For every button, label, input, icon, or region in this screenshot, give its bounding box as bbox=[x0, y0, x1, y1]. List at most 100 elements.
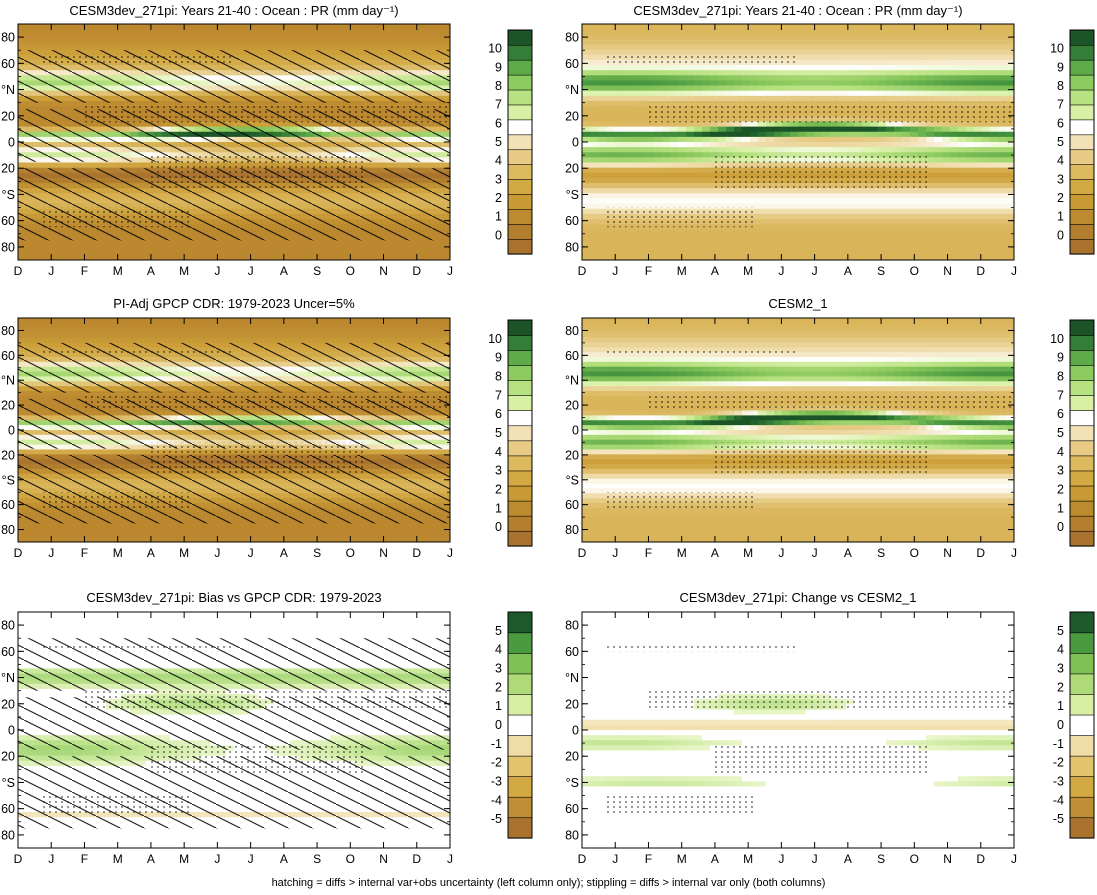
colorbar-cell bbox=[1069, 470, 1095, 487]
y-tick-label: 60 bbox=[565, 645, 579, 659]
y-tick-label: 80 bbox=[1, 828, 15, 842]
x-tick-label: J bbox=[778, 546, 784, 560]
colorbar-label: 1 bbox=[1057, 210, 1064, 224]
colorbar-label: -3 bbox=[1053, 775, 1064, 789]
y-tick-label: 0 bbox=[572, 424, 579, 438]
x-tick-label: D bbox=[578, 264, 587, 278]
colorbar-label: 10 bbox=[1050, 332, 1064, 346]
colorbar-label: 6 bbox=[1057, 407, 1064, 421]
panel-title: CESM3dev_271pi: Years 21-40 : Ocean : PR… bbox=[69, 3, 398, 18]
x-tick-label: J bbox=[1011, 546, 1017, 560]
y-tick-label: 60 bbox=[565, 57, 579, 71]
panel-3: PI-Adj GPCP CDR: 1979-2023 Uncer=5%8060°… bbox=[1, 296, 533, 560]
colorbar-label: -5 bbox=[491, 812, 502, 826]
x-tick-label: A bbox=[280, 852, 288, 866]
significance-overlay bbox=[18, 50, 450, 241]
x-tick-label: A bbox=[844, 264, 852, 278]
colorbar-cell bbox=[507, 395, 533, 411]
colorbar-cell bbox=[1069, 59, 1095, 76]
colorbar-label: 4 bbox=[1057, 643, 1064, 657]
colorbar-cell bbox=[1069, 530, 1095, 547]
x-tick-label: D bbox=[412, 546, 421, 560]
y-tick-label: 60 bbox=[1, 645, 15, 659]
y-tick-label: 60 bbox=[565, 349, 579, 363]
colorbar-label: 5 bbox=[1057, 426, 1064, 440]
x-tick-label: A bbox=[280, 546, 288, 560]
x-tick-label: J bbox=[214, 264, 220, 278]
colorbar-label: 3 bbox=[495, 662, 502, 676]
colorbar-cell bbox=[507, 425, 533, 442]
y-tick-label: 0 bbox=[572, 724, 579, 738]
colorbar-label: 1 bbox=[495, 699, 502, 713]
colorbar-label: 0 bbox=[1057, 228, 1064, 242]
colorbar-cell bbox=[507, 485, 533, 502]
x-tick-label: S bbox=[313, 546, 321, 560]
colorbar-cell bbox=[1069, 796, 1095, 819]
colorbar-cell bbox=[507, 796, 533, 819]
y-tick-label: °N bbox=[1, 374, 15, 388]
x-tick-label: D bbox=[14, 852, 23, 866]
colorbar-label: 5 bbox=[1057, 624, 1064, 638]
colorbar-label: -1 bbox=[1053, 737, 1064, 751]
colorbar-label: -4 bbox=[491, 793, 502, 807]
colorbar-label: 10 bbox=[1050, 42, 1064, 56]
x-tick-label: J bbox=[812, 546, 818, 560]
x-tick-label: A bbox=[147, 546, 155, 560]
colorbar-label: 4 bbox=[495, 445, 502, 459]
colorbar-cell bbox=[507, 817, 533, 839]
colorbar-label: 1 bbox=[495, 501, 502, 515]
y-tick-label: 60 bbox=[1, 57, 15, 71]
x-tick-label: J bbox=[447, 264, 453, 278]
colorbar-cell bbox=[1069, 515, 1095, 532]
x-tick-label: M bbox=[113, 264, 123, 278]
panel-title: CESM2_1 bbox=[768, 296, 827, 311]
panel-title: CESM3dev_271pi: Bias vs GPCP CDR: 1979-2… bbox=[86, 590, 381, 605]
colorbar-label: 1 bbox=[1057, 699, 1064, 713]
x-tick-label: A bbox=[711, 852, 719, 866]
x-tick-label: M bbox=[677, 264, 687, 278]
colorbar-label: -5 bbox=[1053, 812, 1064, 826]
x-tick-label: M bbox=[743, 264, 753, 278]
x-tick-label: M bbox=[179, 264, 189, 278]
colorbar-cell bbox=[507, 470, 533, 487]
x-tick-label: F bbox=[81, 852, 88, 866]
colorbar-cell bbox=[1069, 714, 1095, 736]
significance-overlay bbox=[603, 347, 1014, 511]
colorbar-cell bbox=[507, 632, 533, 654]
colorbar-cell bbox=[507, 134, 533, 151]
colorbar-cell bbox=[507, 410, 533, 427]
y-tick-label: 60 bbox=[1, 214, 15, 228]
colorbar-label: -2 bbox=[491, 756, 502, 770]
y-tick-label: 80 bbox=[565, 240, 579, 254]
y-tick-label: 20 bbox=[565, 750, 579, 764]
colorbar-label: 1 bbox=[495, 210, 502, 224]
colorbar-cell bbox=[1069, 104, 1095, 121]
colorbar-label: 6 bbox=[495, 407, 502, 421]
colorbar-label: 2 bbox=[1057, 680, 1064, 694]
x-tick-label: D bbox=[976, 852, 985, 866]
colorbar-cell bbox=[1069, 223, 1095, 240]
colorbar-cell bbox=[507, 208, 533, 225]
y-tick-label: 20 bbox=[565, 162, 579, 176]
colorbar-label: 8 bbox=[495, 79, 502, 93]
y-tick-label: 0 bbox=[8, 724, 15, 738]
x-tick-label: J bbox=[447, 546, 453, 560]
colorbar-cell bbox=[1069, 364, 1095, 381]
colorbar-label: 0 bbox=[1057, 520, 1064, 534]
colorbar-cell bbox=[1069, 149, 1095, 166]
x-tick-label: F bbox=[81, 546, 88, 560]
colorbar-cell bbox=[1069, 410, 1095, 427]
colorbar-label: 7 bbox=[495, 98, 502, 112]
colorbar-label: 5 bbox=[495, 135, 502, 149]
y-tick-label: °S bbox=[2, 776, 15, 790]
x-tick-label: F bbox=[81, 264, 88, 278]
colorbar-cell bbox=[507, 755, 533, 777]
colorbar-label: 9 bbox=[1057, 351, 1064, 365]
y-tick-label: 80 bbox=[565, 619, 579, 633]
x-tick-label: J bbox=[248, 264, 254, 278]
x-tick-label: N bbox=[379, 264, 388, 278]
